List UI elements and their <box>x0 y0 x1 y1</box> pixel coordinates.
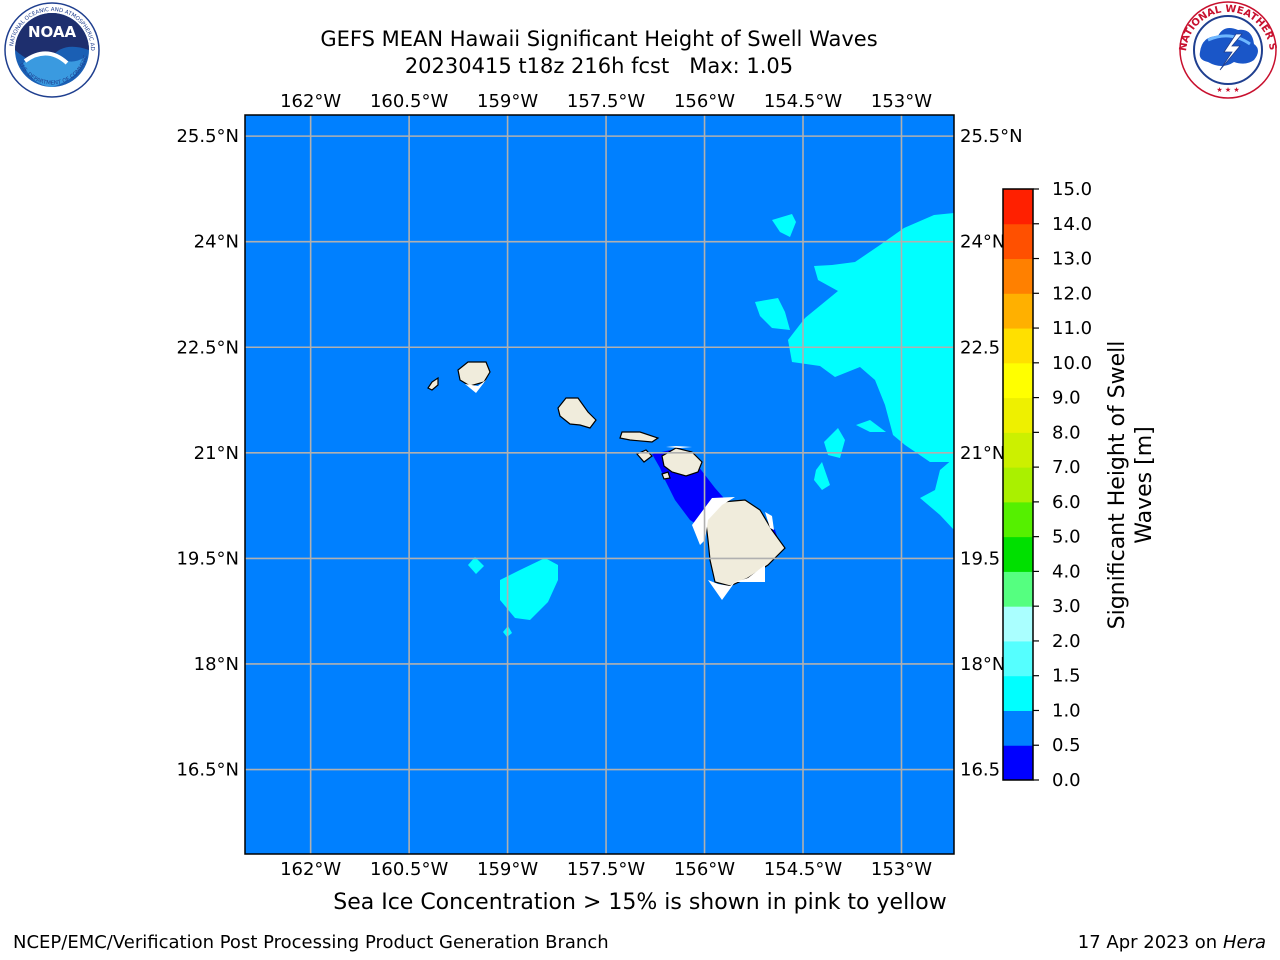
colorbar-swatch <box>1003 640 1033 677</box>
lat-labels-left: 25.5°N 24°N 22.5°N 21°N 19.5°N 18°N 16.5°N <box>176 126 239 780</box>
map-gridlines <box>245 115 954 854</box>
colorbar-swatch <box>1003 571 1033 607</box>
colorbar-tick-label: 15.0 <box>1052 179 1092 200</box>
map-frame <box>244 114 955 855</box>
lon-label-top: 153°W <box>871 91 932 112</box>
colorbar-swatch <box>1003 293 1033 329</box>
lon-labels-bottom: 162°W 160.5°W 159°W 157.5°W 156°W 154.5°W 153°… <box>280 859 932 880</box>
lon-label-top: 162°W <box>280 91 341 112</box>
sea-ice-caption: Sea Ice Concentration > 15% is shown in … <box>333 890 947 915</box>
lon-labels-top: 162°W 160.5°W 159°W 157.5°W 156°W 154.5°W 153°… <box>280 91 932 112</box>
nws-logo: NATIONAL WEATHER SERVICE ★ ★ ★ <box>1178 0 1278 99</box>
colorbar-swatch <box>1003 501 1033 538</box>
lat-label-right: 21°N <box>960 443 1005 464</box>
colorbar-swatch <box>1003 223 1033 260</box>
lat-label-left: 19.5°N <box>176 548 239 569</box>
lat-label-left: 22.5°N <box>176 337 239 358</box>
colorbar-swatch <box>1003 536 1033 572</box>
colorbar-tick-label: 0.5 <box>1052 735 1081 756</box>
lat-label-right: 24°N <box>960 232 1005 253</box>
footer-date-text: 17 Apr 2023 on <box>1077 932 1223 953</box>
colorbar-tick-label: 3.0 <box>1052 596 1081 617</box>
lon-label-bottom: 154.5°W <box>764 859 843 880</box>
colorbar-swatch <box>1003 258 1033 294</box>
colorbar-swatch <box>1003 397 1033 433</box>
island-maui <box>661 447 703 477</box>
colorbar-swatch <box>1003 745 1033 781</box>
colorbar-tick-label: 8.0 <box>1052 422 1081 443</box>
island-hawaii <box>704 499 786 587</box>
colorbar-swatch <box>1003 606 1033 642</box>
lat-labels-right: 25.5°N 24°N 22.5 21°N 19.5 18°N 16.5 <box>960 126 1023 780</box>
colorbar-swatch <box>1003 710 1033 746</box>
lon-label-top: 156°W <box>674 91 735 112</box>
island-kauai <box>457 361 491 387</box>
colorbar-swatch <box>1003 432 1033 468</box>
lat-label-right: 25.5°N <box>960 126 1023 147</box>
footer-date: 17 Apr 2023 on Hera <box>1078 932 1266 953</box>
lat-label-left: 24°N <box>194 232 239 253</box>
island-land <box>427 361 786 587</box>
island-molokai <box>619 431 660 443</box>
lon-label-top: 154.5°W <box>764 91 843 112</box>
figure-title: GEFS MEAN Hawaii Significant Height of S… <box>320 27 878 51</box>
colorbar-tick-label: 14.0 <box>1052 214 1092 235</box>
colorbar-tick-label: 4.0 <box>1052 561 1081 582</box>
lon-label-bottom: 160.5°W <box>370 859 449 880</box>
colorbar-tick-label: 12.0 <box>1052 283 1092 304</box>
island-oahu <box>557 397 597 429</box>
island-kahoolawe <box>661 471 671 480</box>
colorbar-swatch <box>1003 362 1033 399</box>
colorbar-tick-label: 1.5 <box>1052 666 1081 687</box>
colorbar <box>1003 189 1033 781</box>
lat-label-right: 16.5 <box>960 760 1000 781</box>
colorbar-tick-label: 2.0 <box>1052 631 1081 652</box>
lat-label-right: 22.5 <box>960 337 1000 358</box>
colorbar-swatch <box>1003 467 1033 503</box>
colorbar-swatch <box>1003 328 1033 364</box>
svg-text:★ ★ ★: ★ ★ ★ <box>1216 86 1239 94</box>
swell-band-1-0-1-5 <box>468 213 954 637</box>
noaa-logo: NOAA NATIONAL OCEANIC AND ATMOSPHERIC AD… <box>3 1 100 98</box>
lon-label-bottom: 157.5°W <box>567 859 646 880</box>
colorbar-swatch <box>1003 675 1033 711</box>
footer-branch: NCEP/EMC/Verification Post Processing Pr… <box>13 932 609 953</box>
lat-label-left: 18°N <box>194 654 239 675</box>
lon-label-bottom: 159°W <box>477 859 538 880</box>
colorbar-tick-label: 5.0 <box>1052 527 1081 548</box>
colorbar-swatch <box>1003 189 1033 225</box>
lat-label-right: 19.5 <box>960 548 1000 569</box>
colorbar-tick-label: 11.0 <box>1052 318 1092 339</box>
masked-cells <box>465 380 774 600</box>
noaa-logo-text: NOAA <box>28 23 77 41</box>
colorbar-frame <box>1002 188 1034 781</box>
colorbar-tick-label: 7.0 <box>1052 457 1081 478</box>
lon-label-bottom: 162°W <box>280 859 341 880</box>
colorbar-tick-label: 6.0 <box>1052 492 1081 513</box>
ocean-field <box>245 115 954 854</box>
colorbar-tick-label: 1.0 <box>1052 700 1081 721</box>
lat-label-right: 18°N <box>960 654 1005 675</box>
colorbar-label-line2: Waves [m] <box>1132 426 1157 543</box>
colorbar-label-line1: Significant Height of Swell <box>1105 341 1130 630</box>
lon-label-top: 159°W <box>477 91 538 112</box>
colorbar-tick-label: 9.0 <box>1052 388 1081 409</box>
lat-label-left: 21°N <box>194 443 239 464</box>
footer-host: Hera <box>1222 932 1266 953</box>
lon-label-top: 157.5°W <box>567 91 646 112</box>
lat-label-left: 25.5°N <box>176 126 239 147</box>
colorbar-ticks: 0.0 0.5 1.0 1.5 2.0 3.0 4.0 5.0 6.0 7.0 8.0 9.0 10.0… <box>1033 179 1092 791</box>
colorbar-tick-label: 10.0 <box>1052 353 1092 374</box>
lon-label-bottom: 153°W <box>871 859 932 880</box>
lon-label-bottom: 156°W <box>674 859 735 880</box>
lon-label-top: 160.5°W <box>370 91 449 112</box>
lat-label-left: 16.5°N <box>176 760 239 781</box>
island-niihau <box>427 376 439 391</box>
colorbar-tick-label: 13.0 <box>1052 249 1092 270</box>
figure-subtitle: 20230415 t18z 216h fcst Max: 1.05 <box>404 54 794 78</box>
colorbar-tick-label: 0.0 <box>1052 770 1081 791</box>
